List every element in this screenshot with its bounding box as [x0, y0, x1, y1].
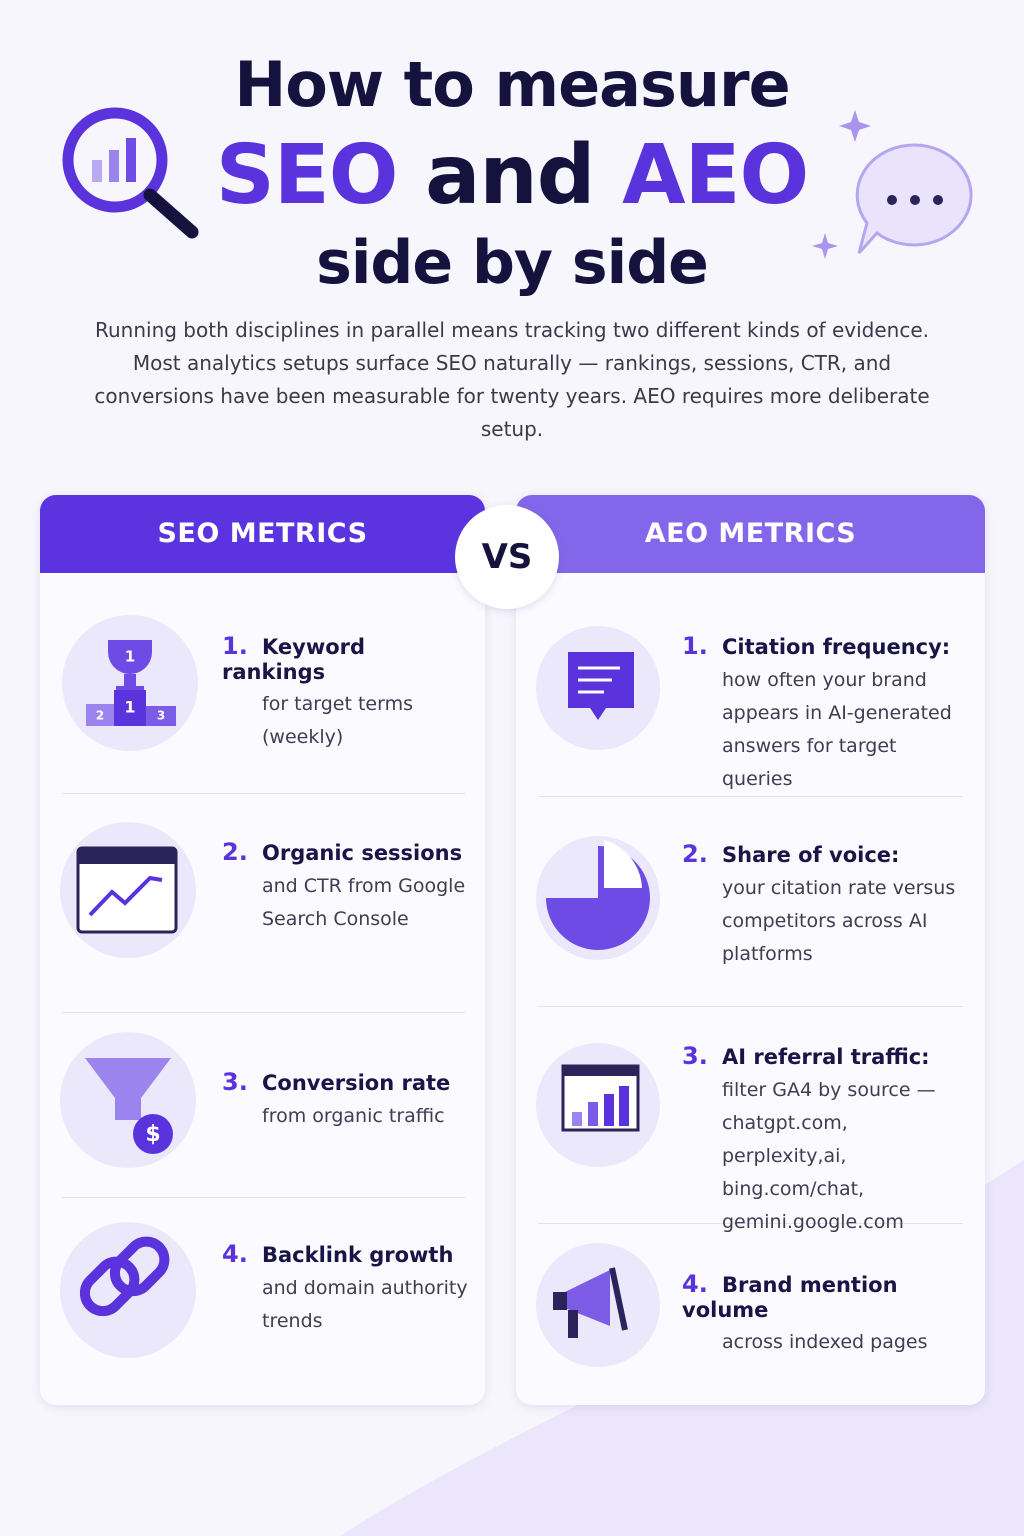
podium-number: 1 — [124, 698, 135, 717]
divider — [538, 796, 963, 797]
metric-number: 2. — [682, 840, 708, 868]
metric-number: 2. — [222, 838, 248, 866]
metric-item: 4. Brand mention volume across indexed pag… — [682, 1270, 972, 1359]
metric-title: Backlink growth — [262, 1243, 454, 1267]
metric-title: Organic sessions — [262, 841, 463, 865]
divider — [538, 1006, 963, 1007]
metric-description: your citation rate versus competitors ac… — [722, 877, 956, 965]
metric-item: 3. AI referral traffic: filter GA4 by sour… — [682, 1042, 972, 1239]
divider — [62, 1197, 465, 1198]
metric-description: from organic traffic — [262, 1105, 445, 1127]
metric-number: 4. — [222, 1240, 248, 1268]
podium-number: 3 — [157, 709, 165, 723]
metric-description: across indexed pages — [722, 1331, 928, 1353]
divider — [62, 1012, 465, 1013]
dollar-sign: $ — [145, 1122, 160, 1147]
metric-title: Share of voice: — [722, 843, 900, 867]
metric-title: Keyword rankings — [222, 635, 366, 684]
divider — [62, 793, 465, 794]
metric-description: and CTR from Google Search Console — [262, 875, 466, 930]
card-heading: AEO METRICS — [516, 495, 985, 573]
title-line: side by side — [316, 228, 709, 298]
metric-description: filter GA4 by source — chatgpt.com, perp… — [722, 1079, 936, 1233]
metric-item: 3. Conversion rate from organic traffic — [222, 1068, 472, 1133]
podium-number: 2 — [96, 709, 104, 723]
divider — [538, 1223, 963, 1224]
metric-item: 1. Keyword rankings for target terms (week… — [222, 632, 472, 754]
card-heading: SEO METRICS — [40, 495, 485, 573]
trophy-number: 1 — [125, 648, 135, 666]
title-seo: SEO — [215, 128, 399, 223]
metric-title: Conversion rate — [262, 1071, 451, 1095]
metric-description: and domain authority trends — [262, 1277, 468, 1332]
metric-number: 4. — [682, 1270, 708, 1298]
metric-description: how often your brand appears in AI-gener… — [722, 669, 952, 790]
metric-number: 1. — [222, 632, 248, 660]
metric-number: 1. — [682, 632, 708, 660]
title-line: SEO and AEO — [0, 128, 1024, 223]
metric-item: 1. Citation frequency: how often your bran… — [682, 632, 972, 796]
metric-item: 2. Share of voice: your citation rate vers… — [682, 840, 972, 971]
title-and: and — [425, 128, 595, 223]
title-line: How to measure — [234, 48, 790, 121]
vs-badge: VS — [455, 505, 559, 609]
intro: Running both disciplines in parallel mea… — [94, 318, 930, 441]
metric-item: 2. Organic sessions and CTR from Google Se… — [222, 838, 472, 936]
metric-description: for target terms (weekly) — [262, 693, 413, 748]
title-aeo: AEO — [622, 128, 809, 223]
metric-item: 4. Backlink growth and domain authority tr… — [222, 1240, 472, 1338]
metric-title: AI referral traffic: — [722, 1045, 930, 1069]
metric-title: Citation frequency: — [722, 635, 951, 659]
metric-number: 3. — [222, 1068, 248, 1096]
metric-number: 3. — [682, 1042, 708, 1070]
metric-title: Brand mention volume — [682, 1273, 898, 1322]
